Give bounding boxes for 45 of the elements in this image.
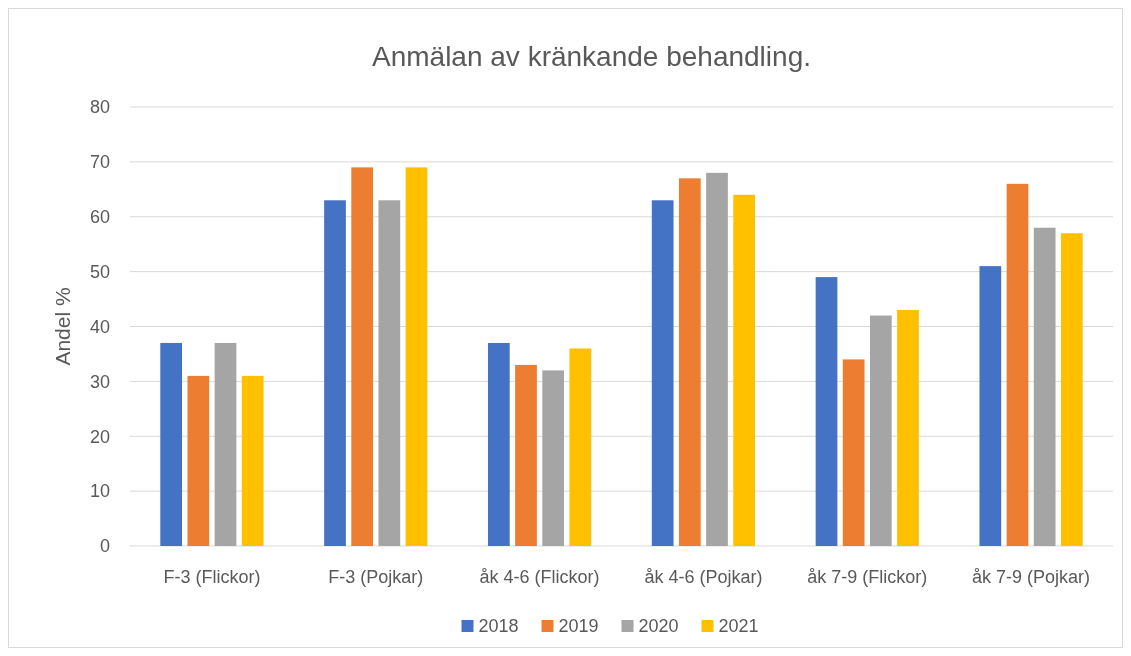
bar — [979, 266, 1002, 546]
bar — [324, 200, 346, 546]
legend-label: 2019 — [558, 616, 599, 637]
bar — [842, 359, 865, 546]
y-axis-title: Andel % — [51, 287, 74, 366]
legend-label: 2021 — [718, 616, 759, 637]
y-tick-label: 10 — [89, 481, 110, 502]
bar — [678, 178, 701, 546]
bar — [1033, 227, 1056, 546]
y-tick-label: 40 — [89, 316, 110, 337]
chart-title: Anmälan av kränkande behandling. — [372, 41, 811, 72]
bar — [515, 364, 537, 546]
y-tick-label: 30 — [89, 371, 110, 392]
x-tick-label: åk 7-9 (Flickor) — [807, 567, 928, 587]
bar — [351, 167, 374, 546]
y-tick-label: 80 — [89, 97, 110, 118]
bar — [241, 375, 264, 546]
y-tick-label: 50 — [89, 261, 110, 282]
x-tick-label: åk 4-6 (Flickor) — [479, 567, 600, 587]
bar — [869, 315, 892, 546]
bar — [733, 194, 756, 546]
bar — [815, 277, 838, 546]
bar — [569, 348, 592, 546]
bar — [897, 310, 919, 546]
legend-label: 2020 — [638, 616, 679, 637]
bar — [214, 342, 237, 546]
bar — [706, 172, 728, 546]
y-tick-label: 20 — [89, 426, 110, 447]
bar — [405, 167, 428, 546]
bar — [1006, 183, 1029, 546]
bar — [1060, 233, 1083, 546]
y-tick-label: 70 — [89, 152, 110, 173]
y-tick-label: 60 — [89, 207, 110, 228]
bar — [187, 375, 210, 546]
bar — [651, 200, 674, 546]
x-tick-label: åk 7-9 (Pojkar) — [972, 567, 1091, 587]
bar — [487, 342, 510, 546]
x-tick-label: åk 4-6 (Pojkar) — [644, 567, 763, 587]
bar — [378, 200, 401, 546]
x-tick-label: F-3 (Flickor) — [163, 567, 261, 587]
bar — [542, 370, 565, 546]
bar — [160, 342, 183, 546]
legend-label: 2018 — [478, 616, 519, 637]
y-tick-label: 0 — [99, 536, 110, 557]
x-tick-label: F-3 (Pojkar) — [328, 567, 424, 587]
